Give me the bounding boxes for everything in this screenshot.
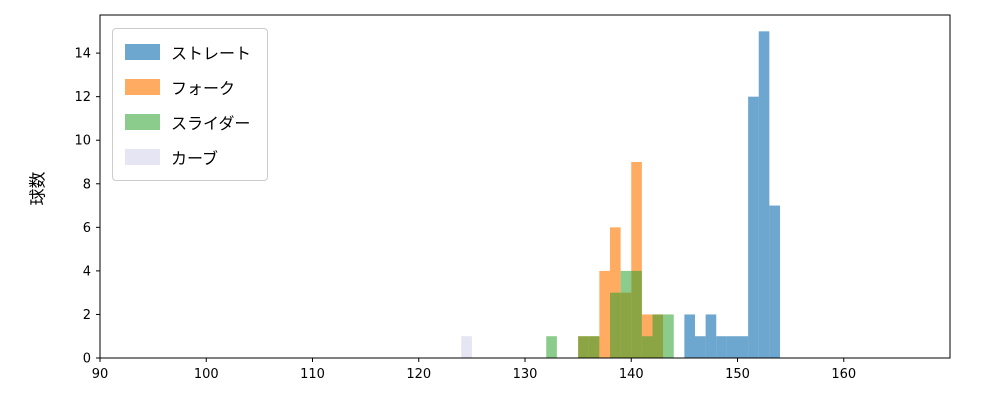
hist-bar (578, 336, 589, 358)
x-tick-label: 150 (725, 367, 750, 382)
x-tick-label: 120 (406, 367, 431, 382)
y-tick-label: 0 (83, 352, 91, 367)
y-tick-label: 14 (74, 47, 91, 62)
legend-label-fork: フォーク (171, 79, 236, 98)
legend-item-straight: ストレート (125, 40, 251, 64)
hist-bar (631, 162, 642, 358)
y-tick-label: 12 (74, 90, 91, 105)
y-tick-label: 10 (74, 134, 91, 149)
legend-item-slider: スライダー (125, 110, 251, 134)
hist-bar (695, 336, 706, 358)
y-tick-label: 2 (83, 308, 91, 323)
hist-bar (748, 96, 759, 359)
x-tick-label: 100 (194, 367, 219, 382)
legend-label-slider: スライダー (171, 114, 251, 133)
x-tick-label: 90 (92, 367, 109, 382)
hist-bar (599, 270, 610, 358)
x-tick-label: 160 (831, 367, 856, 382)
legend-item-fork: フォーク (125, 75, 251, 99)
legend-swatch-slider (125, 114, 160, 130)
hist-bar (631, 270, 642, 358)
hist-bar (610, 292, 621, 358)
hist-bar (620, 270, 632, 358)
hist-bar (588, 336, 600, 358)
legend: ストレート フォーク スライダー カーブ (112, 28, 269, 181)
hist-bar (769, 205, 780, 358)
y-tick-label: 6 (83, 221, 91, 236)
hist-bar (705, 314, 717, 358)
y-tick-label: 8 (83, 177, 91, 192)
hist-bar (716, 336, 727, 358)
hist-bar (684, 314, 695, 358)
legend-swatch-curve (125, 149, 160, 165)
hist-bar (737, 336, 749, 358)
x-tick-label: 130 (513, 367, 538, 382)
hist-bar (726, 336, 738, 358)
x-tick-label: 140 (619, 367, 644, 382)
hist-bar (641, 336, 653, 358)
hist-bar (663, 314, 674, 358)
hist-bar (652, 314, 664, 358)
legend-label-straight: ストレート (171, 44, 252, 63)
hist-bar (758, 31, 770, 358)
y-tick-label: 4 (83, 264, 91, 279)
legend-swatch-straight (125, 44, 160, 60)
legend-item-curve: カーブ (125, 145, 251, 169)
hist-bar (546, 336, 557, 358)
hist-bar (461, 336, 472, 358)
y-axis-label: 球数 (28, 171, 49, 206)
x-tick-label: 110 (300, 367, 325, 382)
legend-label-curve: カーブ (171, 149, 219, 168)
legend-swatch-fork (125, 79, 160, 95)
